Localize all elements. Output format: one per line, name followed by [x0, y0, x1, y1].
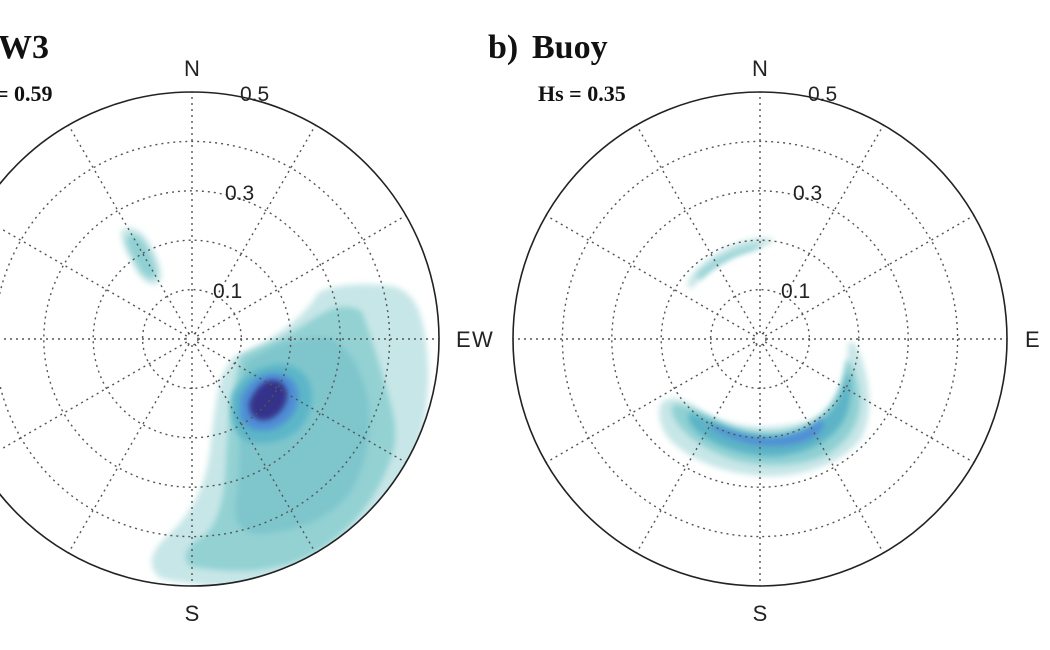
panel-b-spoke-150	[762, 343, 885, 554]
panel-b-south-label: S	[753, 601, 768, 626]
panel-a-east-label: E	[456, 327, 471, 352]
panel-a-spoke-210	[67, 343, 190, 554]
panel-b-spoke-210	[635, 343, 758, 554]
panel-a-secondary-patch-core	[126, 234, 156, 279]
panel-a-spoke-240	[0, 341, 188, 451]
panel-b-spoke-120	[764, 341, 975, 464]
panel-b-title: Buoy	[532, 29, 608, 66]
panel-a-stat: = 0.59	[0, 81, 53, 106]
panel-a-tick-0.3: 0.3	[225, 182, 254, 205]
panel-b-center-ring	[753, 332, 767, 346]
panel-a-ring	[0, 140, 391, 538]
panel-a-spoke-300	[0, 227, 188, 337]
panel-a-ring	[92, 239, 292, 439]
panel-b-spectrum	[659, 237, 870, 477]
panel-b-outer-circle	[512, 91, 1008, 587]
panel-a-tick-0.5: 0.5	[240, 83, 269, 106]
panel-a-grid	[0, 91, 440, 587]
panel-a-spectrum	[121, 227, 429, 586]
panel-b-upper-arc	[687, 237, 774, 289]
panel-b-spoke-330	[635, 124, 758, 335]
panel-b-ring	[611, 190, 909, 488]
panel-b-ring	[660, 239, 860, 439]
panel-b: b) Buoy Hs = 0.35 N S E 0.1 0.3 0.5	[488, 29, 1040, 626]
panel-b-ring	[561, 140, 959, 538]
panel-b-north-label: N	[752, 56, 768, 81]
panel-a: W3 = 0.59 N S E W 0.1 0.3 0.5	[0, 29, 493, 626]
panel-a-spoke-30	[194, 124, 317, 335]
panel-b-spoke-300	[545, 214, 756, 337]
panel-b-spoke-30	[762, 124, 885, 335]
panel-a-center-ring	[185, 332, 199, 346]
panel-b-spoke-60	[764, 214, 975, 337]
panel-b-spokes	[513, 92, 1007, 586]
panel-a-level-5	[249, 380, 288, 421]
panel-b-ring	[709, 288, 811, 390]
panel-b-upper-arc-core	[697, 245, 762, 279]
panel-a-spokes	[0, 92, 439, 586]
panel-a-south-label: S	[185, 601, 200, 626]
panel-b-spoke-240	[545, 341, 756, 464]
panel-a-title: W3	[0, 29, 49, 66]
panel-b-grid	[512, 91, 1008, 587]
panel-a-ring	[43, 190, 341, 488]
panel-b-tick-0.3: 0.3	[793, 182, 822, 205]
panel-b-stat: Hs = 0.35	[538, 81, 626, 106]
panel-a-spoke-150	[194, 343, 317, 554]
panel-b-level-4	[712, 418, 824, 446]
panel-b-tick-0.1: 0.1	[781, 280, 810, 303]
panel-b-title-prefix: b)	[488, 29, 518, 66]
panel-a-tick-0.1: 0.1	[213, 280, 242, 303]
panel-b-tick-0.5: 0.5	[808, 83, 837, 106]
panel-a-outer-circle	[0, 91, 440, 587]
panel-a-spoke-60	[196, 214, 407, 337]
panel-a-west-label: W	[472, 327, 493, 352]
panel-a-spoke-120	[196, 341, 407, 464]
panel-b-east-label: E	[1025, 327, 1040, 352]
panel-a-spoke-330	[67, 124, 190, 335]
panel-a-north-label: N	[184, 56, 200, 81]
